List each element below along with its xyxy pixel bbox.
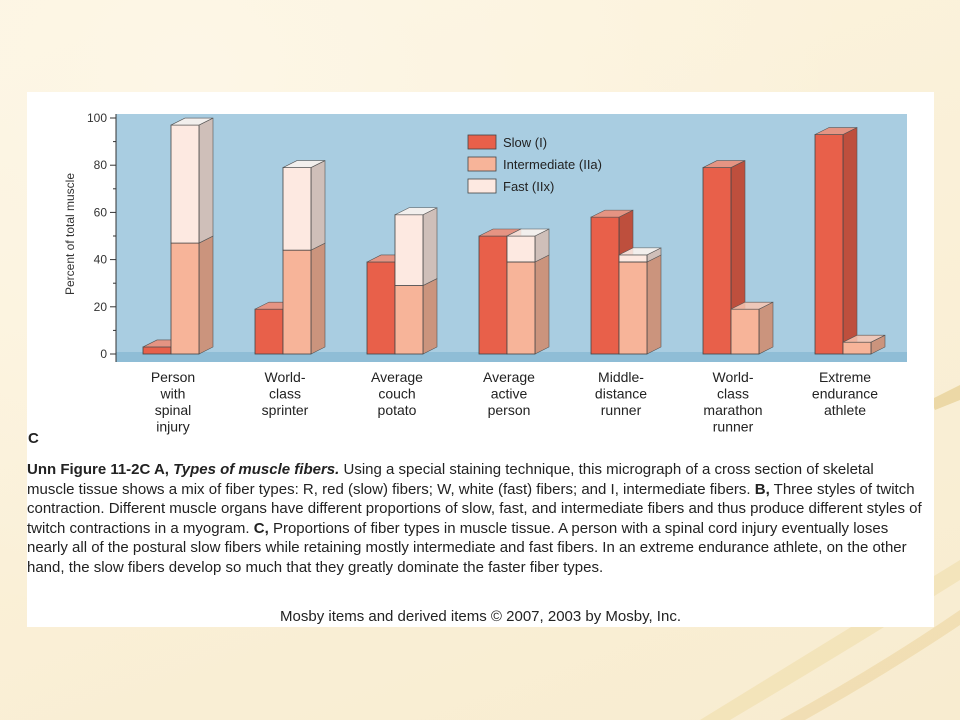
- y-tick-label: 100: [87, 111, 107, 125]
- category-label: World-: [713, 369, 754, 385]
- bar-intermediate: [842, 341, 872, 355]
- figure-card: 0 20 40 60 80 100 Percent of total muscle Perso…: [27, 92, 934, 627]
- bar-slow-top: [814, 127, 858, 135]
- bar-intermediate-side: [198, 235, 214, 355]
- legend-label: Slow (I): [503, 135, 547, 150]
- legend-swatch: [467, 156, 497, 172]
- bar-stack-top: [282, 160, 326, 168]
- bar-stack-top: [842, 334, 886, 343]
- bar-fast: [618, 254, 648, 263]
- caption-text-c: Proportions of fiber types in muscle tis…: [27, 519, 907, 576]
- bar-chart: 0 20 40 60 80 100 Percent of total muscle Perso…: [63, 111, 907, 435]
- bar-intermediate: [730, 308, 760, 355]
- bar-intermediate-side: [758, 301, 774, 355]
- category-label: spinal: [155, 402, 192, 418]
- legend-label: Fast (IIx): [503, 179, 554, 194]
- bar-intermediate-side: [534, 254, 550, 355]
- y-tick-label: 0: [100, 347, 107, 361]
- bar-fast: [170, 124, 200, 244]
- category-label: Average: [371, 369, 423, 385]
- y-axis-label: Percent of total muscle: [63, 173, 77, 295]
- legend-swatch: [467, 134, 497, 150]
- category-label: active: [491, 386, 528, 402]
- bar-slow: [254, 308, 284, 355]
- category-label: couch: [378, 386, 415, 402]
- category-label: class: [269, 386, 301, 402]
- caption-title: Types of muscle fibers.: [173, 461, 340, 478]
- category-label: athlete: [824, 402, 866, 418]
- bar-intermediate: [394, 285, 424, 355]
- bar-fast-side: [198, 117, 214, 244]
- bar-slow: [590, 216, 620, 355]
- bar-stack-top: [618, 247, 662, 256]
- category-label: with: [160, 386, 186, 402]
- caption-label-b: B,: [754, 480, 770, 498]
- bar-slow: [814, 134, 844, 355]
- bar-stack-top: [394, 207, 438, 216]
- category-label: sprinter: [262, 402, 309, 418]
- bar-slow: [366, 261, 396, 355]
- y-tick-label: 80: [94, 158, 108, 172]
- bar-slow-side: [842, 127, 858, 355]
- category-label: Person: [151, 369, 195, 385]
- category-label: World-: [265, 369, 306, 385]
- caption-lead: Unn Figure 11-2C A,: [27, 461, 169, 478]
- bar-fast-side: [310, 160, 326, 251]
- bar-slow-top: [590, 209, 634, 218]
- y-tick-label: 20: [94, 300, 108, 314]
- category-label: distance: [595, 386, 647, 402]
- legend-swatch: [467, 178, 497, 194]
- bar-slow-top: [702, 160, 746, 168]
- bar-intermediate: [282, 249, 312, 355]
- category-label: potato: [378, 402, 417, 418]
- bar-intermediate: [618, 261, 648, 355]
- copyright-credit: Mosby items and derived items © 2007, 20…: [280, 608, 681, 625]
- bar-slow: [142, 346, 172, 355]
- category-label: Middle-: [598, 369, 644, 385]
- caption-label-c: C,: [253, 519, 269, 537]
- bar-fast: [394, 214, 424, 286]
- plot-floor: [116, 352, 907, 362]
- panel-label: C: [28, 430, 39, 447]
- bar-intermediate: [170, 242, 200, 355]
- bar-stack-top: [170, 117, 214, 126]
- caption-text-b: Three styles of twitch contraction. Diff…: [27, 480, 922, 537]
- category-label: endurance: [812, 386, 878, 402]
- figure-caption: Unn Figure 11-2C A, Types of muscle fibe…: [27, 460, 925, 577]
- bar-intermediate-side: [646, 254, 662, 355]
- bar-stack-top: [730, 301, 774, 310]
- legend-label: Intermediate (IIa): [503, 157, 602, 172]
- category-label: person: [488, 402, 531, 418]
- category-label: injury: [156, 419, 189, 435]
- category-label: Average: [483, 369, 535, 385]
- bar-intermediate-side: [422, 278, 438, 355]
- bar-intermediate-side: [310, 242, 326, 355]
- bar-fast: [282, 167, 312, 251]
- bar-stack-top: [506, 228, 550, 237]
- bar-fast-side: [422, 207, 438, 287]
- category-label: Extreme: [819, 369, 871, 385]
- y-tick-label: 60: [94, 205, 108, 219]
- bar-fast: [506, 235, 536, 263]
- caption-text-a: Using a special staining technique, this…: [27, 461, 874, 498]
- category-label: class: [717, 386, 749, 402]
- category-label: runner: [601, 402, 642, 418]
- bar-slow: [702, 167, 732, 355]
- category-label: marathon: [703, 402, 762, 418]
- bar-intermediate: [506, 261, 536, 355]
- y-tick-label: 40: [94, 253, 108, 267]
- category-label: runner: [713, 419, 754, 435]
- bar-slow: [478, 235, 508, 355]
